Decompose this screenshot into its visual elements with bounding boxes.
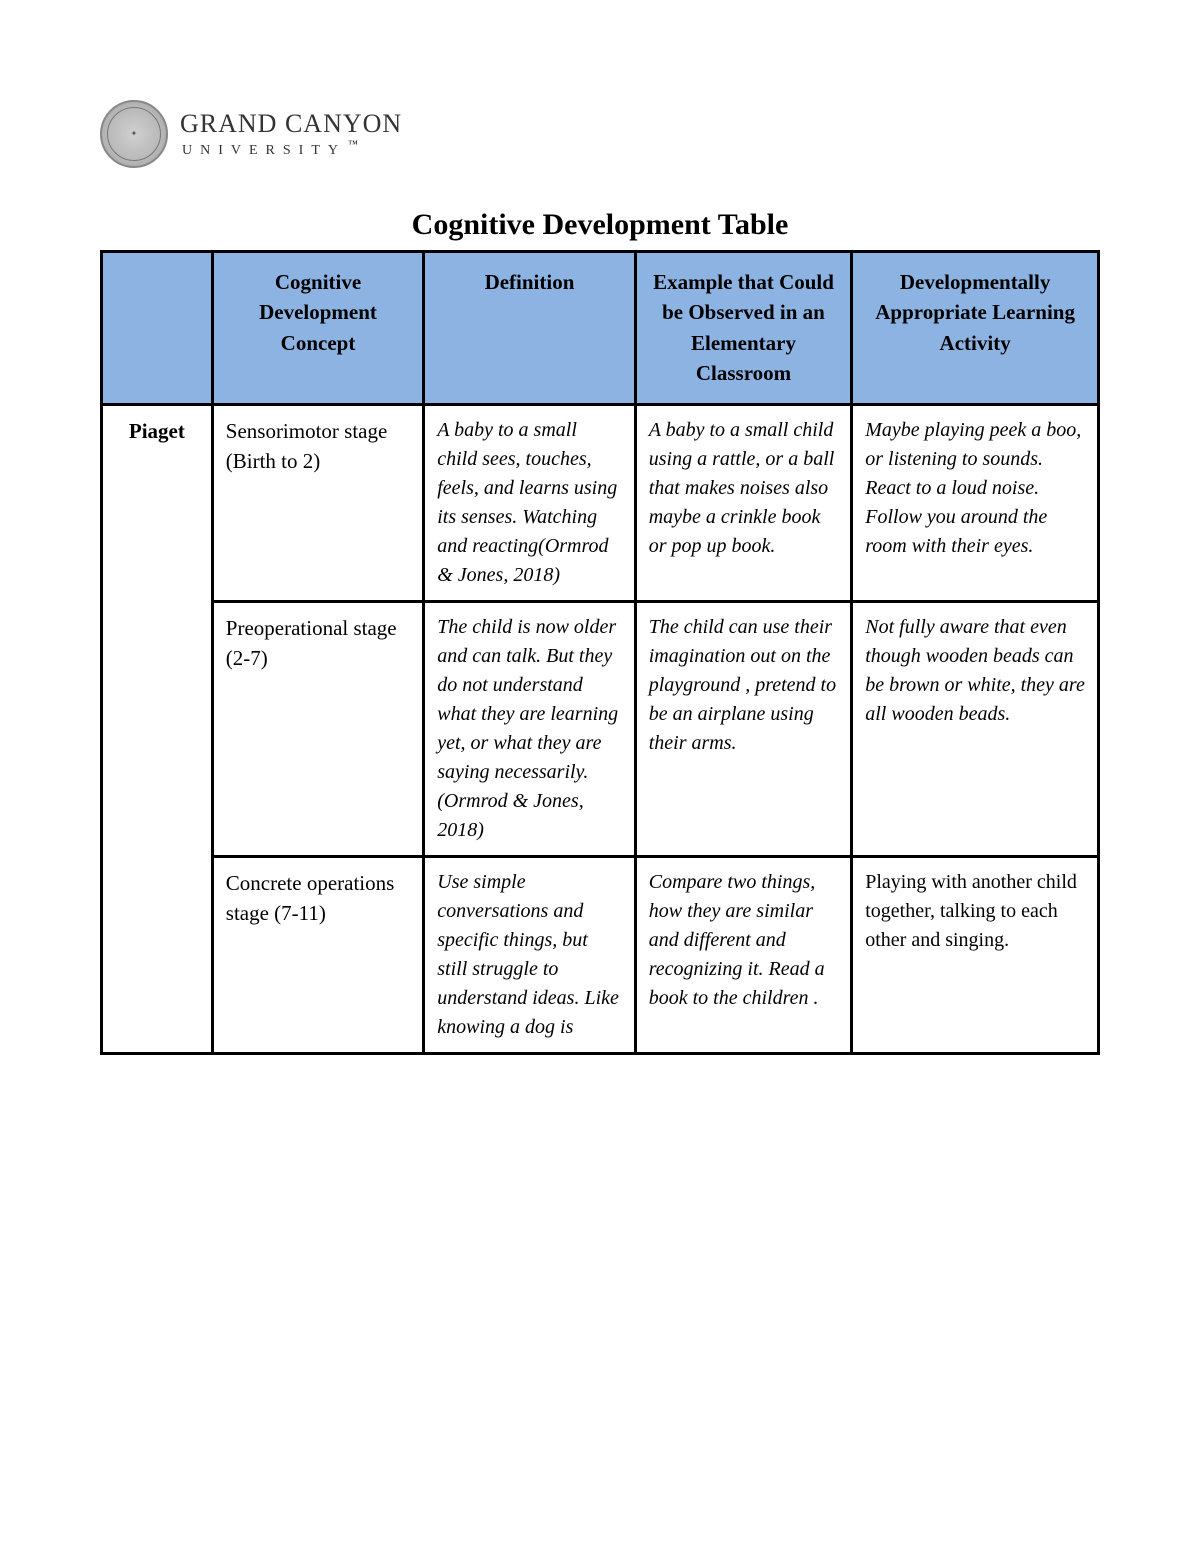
definition-cell: The child is now older and can talk. But… — [424, 601, 635, 856]
cognitive-development-table: Cognitive Development Concept Definition… — [100, 250, 1100, 1055]
table-header-row: Cognitive Development Concept Definition… — [102, 252, 1099, 405]
logo-sub-text: UNIVERSITY — [180, 143, 346, 158]
activity-cell: Maybe playing peek a boo, or listening t… — [852, 404, 1099, 601]
definition-cell: Use simple conversations and specific th… — [424, 856, 635, 1053]
theorist-cell: Piaget — [102, 404, 213, 1053]
logo-tm: ™ — [348, 139, 358, 150]
university-seal-icon: ✦ — [100, 100, 168, 168]
logo-main-text: GRAND CANYON — [180, 109, 402, 139]
concept-cell: Preoperational stage(2-7) — [212, 601, 423, 856]
logo-text-block: GRAND CANYON UNIVERSITY™ — [180, 109, 402, 158]
header-example: Example that Could be Observed in an Ele… — [635, 252, 852, 405]
concept-cell: Concrete operations stage (7-11) — [212, 856, 423, 1053]
table-row: PiagetSensorimotor stage (Birth to 2) A … — [102, 404, 1099, 601]
activity-cell: Playing with another child together, tal… — [852, 856, 1099, 1053]
header-activity: Developmentally Appropriate Learning Act… — [852, 252, 1099, 405]
example-cell: The child can use their imagination out … — [635, 601, 852, 856]
concept-cell: Sensorimotor stage (Birth to 2) — [212, 404, 423, 601]
definition-cell: A baby to a small child sees, touches, f… — [424, 404, 635, 601]
table-row: Concrete operations stage (7-11) Use sim… — [102, 856, 1099, 1053]
table-body: PiagetSensorimotor stage (Birth to 2) A … — [102, 404, 1099, 1053]
page-title: Cognitive Development Table — [100, 208, 1100, 242]
header-definition: Definition — [424, 252, 635, 405]
header-theorist — [102, 252, 213, 405]
logo-sub-line: UNIVERSITY™ — [180, 139, 402, 158]
seal-inner: ✦ — [131, 130, 138, 138]
header-concept: Cognitive Development Concept — [212, 252, 423, 405]
example-cell: Compare two things, how they are similar… — [635, 856, 852, 1053]
table-row: Preoperational stage(2-7) The child is n… — [102, 601, 1099, 856]
example-cell: A baby to a small child using a rattle, … — [635, 404, 852, 601]
activity-cell: Not fully aware that even though wooden … — [852, 601, 1099, 856]
logo-container: ✦ GRAND CANYON UNIVERSITY™ — [100, 100, 1100, 168]
